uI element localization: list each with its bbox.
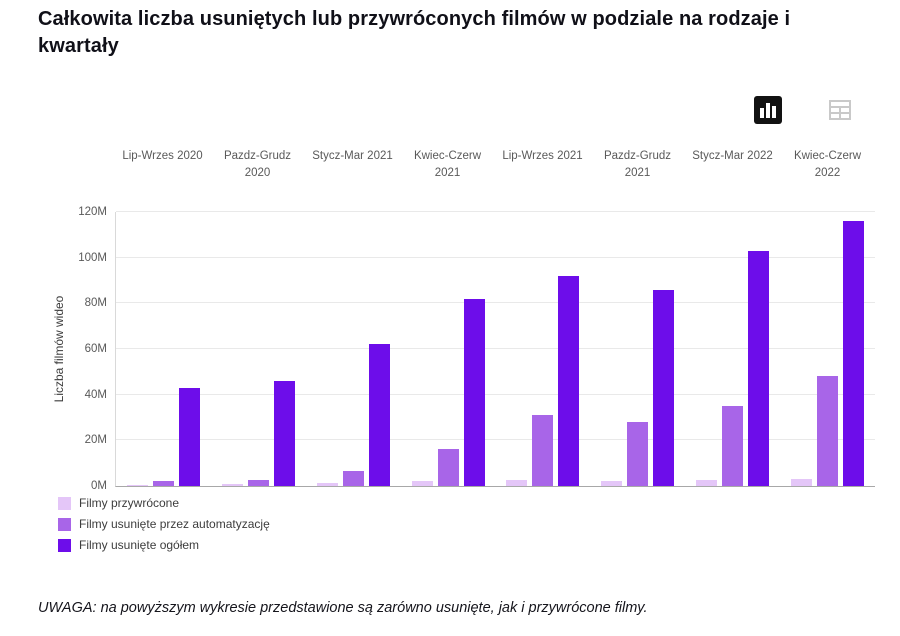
legend-label: Filmy usunięte ogółem	[79, 538, 200, 552]
gridline	[116, 393, 875, 395]
bar-ogolem[interactable]	[558, 275, 580, 486]
legend-label: Filmy przywrócone	[79, 496, 180, 510]
gridline	[116, 211, 875, 212]
legend: Filmy przywrócone Filmy usunięte przez au…	[58, 496, 270, 559]
legend-item-ogolem: Filmy usunięte ogółem	[58, 538, 270, 552]
legend-swatch	[58, 496, 71, 510]
x-axis-label: Kwiec-Czerw 2021	[413, 150, 482, 179]
legend-swatch	[58, 538, 71, 552]
gridline	[116, 302, 875, 304]
bar-ogolem[interactable]	[273, 380, 295, 486]
bar-przywrocone[interactable]	[316, 482, 338, 486]
y-tick-label: 40M	[84, 388, 107, 401]
legend-swatch	[58, 517, 71, 531]
bar-ogolem[interactable]	[653, 289, 675, 486]
gridline	[116, 256, 875, 258]
x-axis-label: Pazdz-Grudz 2021	[603, 150, 672, 179]
bar-automatyzacja[interactable]	[532, 415, 554, 486]
bar-ogolem[interactable]	[843, 221, 865, 486]
bar-group-2	[221, 212, 295, 486]
bar-group-1	[126, 212, 200, 486]
bars-layer	[116, 212, 875, 486]
y-tick-label: 80M	[84, 297, 107, 310]
y-axis-title: Liczba filmów wideo	[52, 295, 66, 403]
legend-label: Filmy usunięte przez automatyzację	[79, 517, 270, 531]
legend-item-automatyzacja: Filmy usunięte przez automatyzację	[58, 517, 270, 531]
bar-przywrocone[interactable]	[411, 481, 433, 486]
bar-ogolem[interactable]	[463, 298, 485, 486]
bar-group-5	[506, 212, 580, 486]
page-title: Całkowita liczba usuniętych lub przywróc…	[38, 8, 791, 57]
x-axis-label: Pazdz-Grudz 2020	[223, 150, 292, 179]
x-axis-label: Lip-Wrzes 2021	[502, 150, 583, 162]
bar-group-4	[411, 212, 485, 486]
bar-group-6	[601, 212, 675, 486]
view-toggle	[754, 95, 854, 129]
x-axis-label: Kwiec-Czerw 2022	[793, 150, 862, 179]
bar-automatyzacja[interactable]	[722, 406, 744, 486]
bar-group-3	[316, 212, 390, 486]
bar-automatyzacja[interactable]	[627, 422, 649, 486]
bar-chart-icon	[754, 95, 782, 129]
bar-przywrocone[interactable]	[601, 481, 623, 486]
bar-automatyzacja[interactable]	[342, 471, 364, 486]
x-axis-label: Stycz-Mar 2022	[692, 150, 773, 162]
bar-przywrocone[interactable]	[126, 484, 148, 486]
plot-area: Liczba filmów wideo 0M 20M 40M 60M 80M 100M 12…	[52, 206, 875, 492]
gridline	[116, 348, 875, 349]
bar-ogolem[interactable]	[178, 387, 200, 486]
bar-przywrocone[interactable]	[791, 479, 813, 486]
x-axis-label: Lip-Wrzes 2020	[122, 150, 203, 162]
bar-automatyzacja[interactable]	[152, 481, 174, 486]
bar-automatyzacja[interactable]	[437, 449, 459, 486]
bar-ogolem[interactable]	[748, 250, 770, 486]
bar-automatyzacja[interactable]	[247, 480, 269, 486]
bar-przywrocone[interactable]	[221, 483, 243, 486]
bar-group-8	[791, 212, 865, 486]
gridline	[116, 439, 875, 441]
bar-automatyzacja[interactable]	[817, 376, 839, 486]
legend-item-przywrocone: Filmy przywrócone	[58, 496, 270, 510]
x-axis-labels: Lip-Wrzes 2020 Pazdz-Grudz 2020 Stycz-Mar …	[115, 148, 875, 181]
table-icon	[826, 96, 854, 129]
y-tick-label: 60M	[84, 343, 107, 355]
bar-group-7	[696, 212, 770, 486]
x-axis-label: Stycz-Mar 2021	[312, 150, 393, 162]
y-tick-label: 20M	[84, 434, 107, 447]
y-tick-label: 100M	[78, 251, 107, 264]
table-view-button[interactable]	[826, 98, 854, 126]
footnote: UWAGA: na powyższym wykresie przedstawio…	[38, 600, 648, 616]
y-tick-label: 120M	[78, 206, 107, 218]
y-tick-label: 0M	[91, 480, 107, 492]
bar-chart-view-button[interactable]	[754, 95, 782, 129]
bar-przywrocone[interactable]	[696, 480, 718, 486]
bar-ogolem[interactable]	[368, 344, 390, 486]
bar-przywrocone[interactable]	[506, 480, 528, 486]
